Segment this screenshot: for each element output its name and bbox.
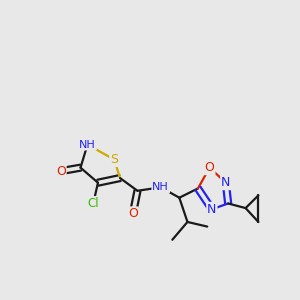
Text: NH: NH	[152, 182, 169, 192]
Text: S: S	[110, 153, 118, 166]
Text: O: O	[205, 161, 214, 174]
Text: O: O	[56, 165, 66, 178]
Text: N: N	[221, 176, 230, 189]
Text: Cl: Cl	[88, 197, 99, 210]
Text: O: O	[128, 207, 138, 220]
Text: NH: NH	[79, 140, 96, 150]
Text: N: N	[207, 203, 217, 216]
